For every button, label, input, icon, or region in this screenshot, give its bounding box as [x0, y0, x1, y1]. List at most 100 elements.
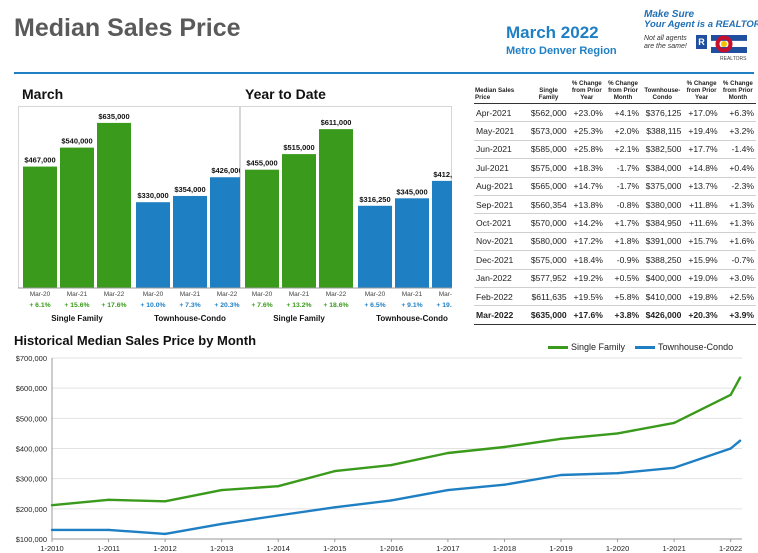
series-line-townhouse-condo: [52, 439, 741, 536]
series-line-single-family: [51, 377, 742, 507]
historical-line-chart: $100,000 $200,000 $300,000 $400,000 $500,000…: [16, 354, 743, 553]
data-point: [446, 451, 450, 455]
x-tick-label: Mar-20: [252, 291, 273, 298]
x-tick-label: 1-2015: [323, 544, 346, 553]
table-cell: $611,635: [528, 287, 569, 307]
table-cell: $560,354: [528, 195, 569, 215]
change-label: + 13.2%: [286, 302, 311, 309]
legend-swatch-townhouse-condo: [635, 345, 656, 349]
table-cell: +1.8%: [604, 232, 642, 252]
table-cell: Jun-2021: [474, 140, 529, 160]
change-label: + 7.6%: [251, 302, 272, 309]
x-tick-label: Mar-22: [217, 291, 238, 298]
table-cell: $380,000: [641, 195, 684, 215]
data-point: [503, 483, 506, 486]
table-cell: +14.8%: [683, 158, 720, 178]
ytd-chart-title: Year to Date: [245, 86, 326, 102]
change-label: + 9.1%: [401, 302, 422, 309]
report-region: Metro Denver Region: [506, 45, 617, 57]
x-tick-label: 1-2011: [97, 544, 120, 553]
y-tick-label: $500,000: [16, 414, 47, 423]
data-point: [672, 466, 676, 470]
table-cell: +19.4%: [683, 121, 720, 141]
x-tick-label: 1-2014: [267, 544, 290, 553]
table-cell: $391,000: [641, 232, 684, 252]
group-label: Townhouse-Condo: [154, 314, 226, 323]
table-cell: $384,000: [641, 158, 684, 178]
data-point: [50, 504, 54, 507]
col-header-sf-mom: % Change from Prior Month: [608, 80, 638, 101]
x-tick-label: 1-2010: [40, 544, 63, 553]
data-point: [107, 528, 110, 532]
table-cell: $562,000: [528, 103, 569, 123]
logo-line1: Make Sure: [644, 9, 695, 20]
march-chart-title: March: [22, 86, 64, 102]
group-label: Townhouse-Condo: [376, 314, 448, 323]
table-cell: Dec-2021: [474, 250, 529, 270]
table-cell: +2.1%: [604, 140, 642, 160]
x-tick-label: Mar-20: [30, 291, 51, 298]
bar: [432, 180, 452, 288]
table-cell: +3.9%: [719, 305, 756, 325]
table-cell: Aug-2021: [474, 177, 529, 196]
data-point: [503, 445, 506, 449]
col-header-sf-price: Single Family: [538, 87, 559, 101]
group-label: Single Family: [273, 314, 325, 323]
y-tick-label: $100,000: [16, 535, 47, 544]
table-cell: +19.8%: [683, 287, 720, 307]
table-cell: +15.7%: [683, 232, 720, 252]
col-header-tc-yoy: % Change from Prior Year: [686, 80, 717, 101]
x-tick-label: 1-2012: [153, 544, 176, 553]
table-row: Jan-2022 $577,952 +19.2% +0.5% $400,000 +19.0…: [474, 269, 756, 288]
table-cell: $635,000: [528, 305, 569, 325]
table-row: Dec-2021 $575,000 +18.4% -0.9% $388,250 +15.9…: [474, 250, 756, 270]
table-cell: -0.8%: [604, 195, 642, 215]
change-label: + 17.6%: [101, 302, 126, 309]
change-label: + 6.1%: [29, 302, 50, 309]
data-point: [220, 488, 223, 492]
table-cell: Apr-2021: [474, 103, 529, 123]
bar-value-label: $540,000: [61, 137, 92, 146]
bar-value-label: $635,000: [98, 112, 129, 121]
table-cell: $410,000: [641, 287, 684, 307]
x-tick-label: Mar-21: [402, 291, 423, 298]
table-cell: +19.2%: [568, 269, 605, 288]
bar-value-label: $354,000: [174, 185, 205, 194]
table-cell: +6.3%: [719, 103, 756, 123]
table-cell: +17.2%: [568, 232, 605, 252]
y-tick-label: $400,000: [16, 445, 47, 454]
table-cell: Sep-2021: [474, 195, 529, 215]
bar: [395, 198, 429, 288]
table-row: May-2021 $573,000 +25.3% +2.0% $388,115 +19.4…: [474, 121, 756, 141]
logo-line5: REALTORS: [720, 56, 747, 62]
logo-line3: Not all agents: [644, 35, 687, 42]
data-point: [559, 437, 563, 441]
bar-value-label: $412,000: [433, 170, 452, 179]
x-tick-label: Mar-21: [289, 291, 310, 298]
table-cell: +19.0%: [683, 269, 720, 288]
data-point: [333, 469, 336, 473]
table-cell: Mar-2022: [474, 305, 529, 325]
x-tick-label: 1-2019: [549, 544, 572, 553]
table-cell: +18.4%: [568, 250, 605, 270]
table-cell: +1.7%: [604, 213, 642, 233]
realtor-logo: Make Sure Your Agent is a REALTOR® Not a…: [644, 9, 758, 63]
legend-label-single-family: Single Family: [571, 342, 626, 352]
logo-line4: are the same!: [644, 43, 687, 50]
data-point: [559, 473, 563, 477]
colorado-flag-icon: [711, 35, 747, 53]
table-row: Jul-2021 $575,000 +18.3% -1.7% $384,000 +14.8…: [474, 158, 756, 178]
table-cell: +17.0%: [683, 103, 720, 123]
bar: [319, 129, 353, 288]
table-cell: +20.3%: [683, 305, 720, 325]
table-cell: +2.5%: [719, 287, 756, 307]
table-cell: +2.0%: [604, 121, 642, 141]
table-cell: +11.6%: [683, 213, 720, 233]
change-label: + 20.3%: [214, 302, 239, 309]
table-cell: +17.7%: [683, 140, 720, 160]
data-point: [616, 472, 619, 475]
legend-swatch-single-family: [548, 345, 568, 349]
y-tick-label: $700,000: [16, 354, 47, 363]
report-date: March 2022: [506, 23, 599, 42]
col-header-tc-price: Townhouse-Condo: [644, 87, 681, 101]
